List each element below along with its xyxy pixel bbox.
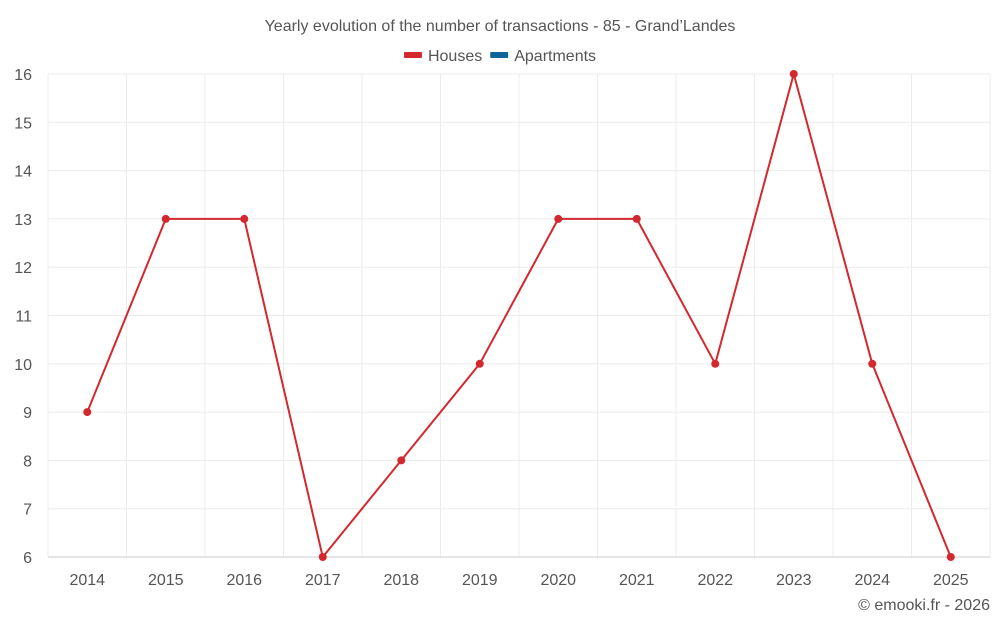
y-axis: 6 7 8 9 10 11 12 13 14 15 16 [14,67,32,567]
legend-item-apartments[interactable]: Apartments [490,48,596,65]
legend-swatch [403,52,422,58]
credit-text: © emooki.fr - 2026 [858,597,990,614]
x-tick-label: 2021 [619,572,655,589]
y-tick-label: 14 [14,164,32,181]
x-tick-label: 2014 [69,572,105,589]
y-tick-label: 13 [14,212,32,229]
y-tick-label: 15 [14,115,32,132]
data-point[interactable] [554,214,563,223]
data-point[interactable] [632,214,641,223]
chart-title: Yearly evolution of the number of transa… [265,18,736,35]
data-point[interactable] [711,359,720,368]
data-point[interactable] [318,553,327,561]
grid [47,73,991,558]
data-point[interactable] [240,214,249,223]
y-tick-label: 9 [23,405,32,422]
x-axis: 2014 2015 2016 2017 2018 2019 2020 2021 2022 2023… [69,572,968,589]
x-tick-label: 2017 [305,572,341,589]
x-tick-label: 2020 [540,572,576,589]
legend-label: Apartments [514,48,596,65]
y-tick-label: 7 [23,502,32,519]
data-point[interactable] [946,553,955,561]
x-tick-label: 2022 [697,572,733,589]
x-tick-label: 2015 [148,572,184,589]
y-tick-label: 12 [14,260,32,277]
y-tick-label: 10 [14,357,32,374]
legend-label: Houses [428,48,482,65]
y-tick-label: 16 [14,67,32,84]
x-tick-label: 2024 [854,572,890,589]
legend: Houses Apartments [403,48,596,65]
data-point[interactable] [83,408,92,417]
data-point[interactable] [789,70,798,78]
x-tick-label: 2025 [933,572,969,589]
legend-item-houses[interactable]: Houses [403,48,482,65]
x-tick-label: 2016 [226,572,262,589]
series-line-houses [86,73,952,558]
legend-swatch [490,52,509,58]
data-point[interactable] [868,359,877,368]
x-tick-label: 2023 [776,572,812,589]
data-point[interactable] [161,214,170,223]
y-tick-label: 6 [23,550,32,567]
data-point[interactable] [397,456,406,465]
x-tick-label: 2018 [383,572,419,589]
plot-area [83,70,955,561]
x-tick-label: 2019 [462,572,498,589]
data-point[interactable] [475,359,484,368]
y-tick-label: 11 [15,309,32,326]
y-tick-label: 8 [23,453,32,470]
